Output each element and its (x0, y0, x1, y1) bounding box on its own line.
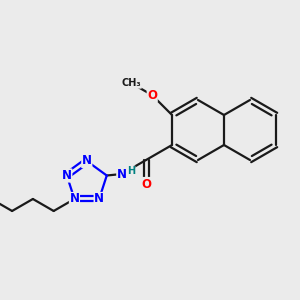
Text: N: N (117, 167, 127, 181)
Text: H: H (127, 166, 135, 176)
Text: CH₃: CH₃ (122, 78, 141, 88)
Text: N: N (94, 193, 104, 206)
Text: N: N (69, 193, 80, 206)
Text: N: N (82, 154, 92, 167)
Text: O: O (141, 178, 151, 190)
Text: N: N (62, 169, 72, 182)
Text: O: O (147, 89, 157, 102)
